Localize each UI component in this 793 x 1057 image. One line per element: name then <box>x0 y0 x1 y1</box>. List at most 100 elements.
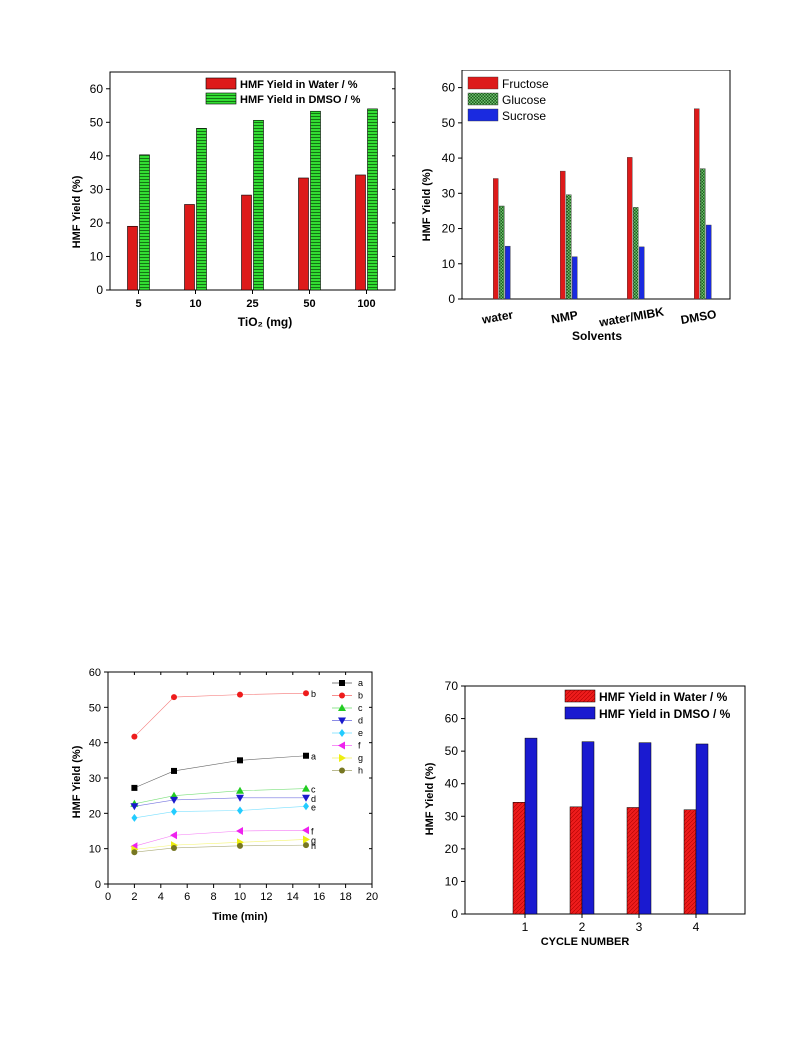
legend-label: HMF Yield in Water / % <box>599 690 728 704</box>
series-line-c <box>134 788 307 805</box>
bar-HMF Yield in DMSO / % <box>253 119 264 291</box>
legend-label: Fructose <box>502 77 549 91</box>
y-tick-label: 60 <box>90 82 104 96</box>
legend-label: h <box>358 766 363 776</box>
legend-label: g <box>358 753 363 763</box>
bar-Fructose <box>626 157 633 300</box>
legend-marker <box>339 680 345 686</box>
data-point-d <box>236 794 244 802</box>
bar-HMF Yield in Water / % <box>298 177 309 291</box>
x-tick-label: 50 <box>303 298 315 310</box>
x-tick-label: 100 <box>357 298 375 310</box>
x-axis-label: Solvents <box>572 329 622 343</box>
bar-Glucose <box>632 207 639 300</box>
series-line-f <box>134 829 307 847</box>
y-tick-label: 60 <box>445 712 459 726</box>
bar-Glucose <box>498 205 505 300</box>
data-point-f <box>236 827 243 835</box>
bar-Fructose <box>694 108 700 300</box>
x-tick-label: NMP <box>550 308 579 326</box>
bar-series-2 <box>695 743 709 915</box>
y-tick-label: 30 <box>89 773 101 785</box>
end-label-a: a <box>311 752 316 762</box>
bar-HMF Yield in DMSO / % <box>139 154 150 291</box>
bar-series-2 <box>524 737 538 915</box>
x-tick-label: 14 <box>287 891 299 903</box>
data-point-e <box>131 813 138 822</box>
y-axis-label: HMF Yield (%) <box>421 168 433 241</box>
y-tick-label: 10 <box>445 874 459 888</box>
y-tick-label: 0 <box>96 283 103 297</box>
data-point-h <box>237 842 243 849</box>
x-tick-label: 20 <box>366 891 378 903</box>
bar-Glucose <box>700 168 706 300</box>
series-line-h <box>134 844 307 853</box>
data-point-e <box>237 806 243 815</box>
x-tick-label: 6 <box>184 891 190 903</box>
legend-label: HMF Yield in DMSO / % <box>599 707 731 721</box>
time-course-line-chart: HMF Yield (%) Time (min) 0 10 20 30 40 50 60 0 2… <box>71 667 378 923</box>
y-tick-label: 10 <box>89 844 101 856</box>
bar-series-1 <box>683 809 697 915</box>
series-line-e <box>134 805 307 819</box>
data-point-e <box>171 807 177 816</box>
end-label-b: b <box>311 689 316 699</box>
legend-label: HMF Yield in Water / % <box>240 79 358 91</box>
x-tick-label: 3 <box>636 920 643 934</box>
y-tick-label: 40 <box>445 777 459 791</box>
end-label-h: h <box>311 841 316 851</box>
x-tick-label: 4 <box>693 920 700 934</box>
legend-marker <box>339 767 345 774</box>
bar-Fructose <box>559 170 566 300</box>
y-tick-label: 30 <box>90 182 104 196</box>
y-axis-label: HMF Yield (%) <box>71 175 83 248</box>
end-label-f: f <box>311 826 314 836</box>
x-tick-label: water/MIBK <box>597 304 665 329</box>
legend-swatch <box>205 77 237 90</box>
legend-swatch <box>467 76 499 90</box>
x-tick-label: water <box>480 307 515 326</box>
series-line-d <box>134 797 306 807</box>
y-tick-label: 60 <box>442 81 456 95</box>
legend-label: HMF Yield in DMSO / % <box>240 94 361 106</box>
bar-Sucrose <box>638 246 645 300</box>
x-tick-label: 16 <box>313 891 325 903</box>
bar-HMF Yield in Water / % <box>127 225 138 291</box>
legend-label: Glucose <box>502 93 546 107</box>
legend-label: b <box>358 691 363 701</box>
bar-HMF Yield in DMSO / % <box>196 128 207 291</box>
x-tick-label: 8 <box>211 891 217 903</box>
y-tick-label: 20 <box>442 222 456 236</box>
bar-series-2 <box>638 742 652 915</box>
legend-swatch <box>467 108 499 122</box>
y-tick-label: 0 <box>448 292 455 306</box>
x-axis-label: TiO₂ (mg) <box>238 315 292 329</box>
end-label-e: e <box>311 802 316 812</box>
y-tick-label: 10 <box>90 249 104 263</box>
bar-Sucrose <box>504 245 511 300</box>
legend-swatch <box>564 689 596 703</box>
x-axis-label: CYCLE NUMBER <box>541 936 630 948</box>
legend-label: c <box>358 703 363 713</box>
data-point-g <box>303 835 310 844</box>
y-tick-label: 50 <box>89 702 101 714</box>
bar-HMF Yield in Water / % <box>355 174 366 291</box>
bar-series-1 <box>569 806 583 915</box>
y-tick-label: 70 <box>445 679 459 693</box>
legend-swatch <box>467 92 499 106</box>
data-point-h <box>171 844 177 851</box>
series-line-a <box>134 755 307 789</box>
x-tick-label: 10 <box>234 891 246 903</box>
plot-frame <box>461 70 731 300</box>
y-tick-label: 50 <box>442 116 456 130</box>
end-label-c: c <box>311 785 316 795</box>
bar-HMF Yield in Water / % <box>184 204 195 291</box>
y-tick-label: 50 <box>445 744 459 758</box>
series-line-b <box>134 692 307 737</box>
x-tick-label: 10 <box>189 298 201 310</box>
y-tick-label: 30 <box>445 809 459 823</box>
data-point-f <box>302 826 309 835</box>
y-tick-label: 50 <box>90 115 104 129</box>
legend-marker <box>339 692 345 699</box>
data-point-a <box>237 757 243 764</box>
